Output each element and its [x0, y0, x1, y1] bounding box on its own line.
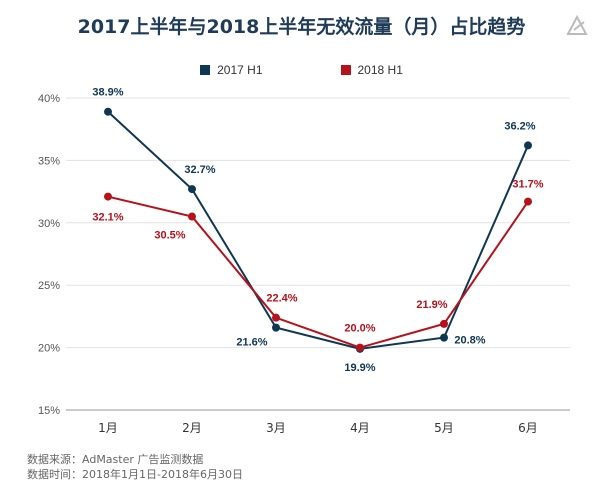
data-label-0-5: 36.2% [504, 120, 535, 132]
legend-item-2017: 2017 H1 [200, 63, 263, 77]
data-label-1-0: 32.1% [92, 212, 123, 224]
chart-legend: 2017 H1 2018 H1 [0, 63, 603, 77]
x-tick-label: 6月 [518, 421, 538, 435]
y-tick-label: 30% [38, 218, 60, 230]
legend-swatch-2018 [340, 65, 351, 75]
period-line: 数据时间：2018年1月1日-2018年6月30日 [27, 468, 243, 481]
x-tick-label: 4月 [350, 421, 370, 435]
data-point-1-0 [104, 192, 112, 201]
x-tick-label: 3月 [266, 421, 286, 435]
source-note: 数据来源：AdMaster 广告监测数据 数据时间：2018年1月1日-2018… [27, 452, 243, 482]
data-point-1-1 [188, 212, 196, 221]
data-label-1-1: 30.5% [154, 230, 185, 242]
data-point-1-4 [440, 319, 448, 328]
y-tick-label: 25% [38, 280, 60, 292]
data-label-1-5: 31.7% [512, 179, 543, 191]
y-tick-label: 15% [38, 405, 60, 417]
data-label-0-3: 19.9% [344, 362, 375, 374]
data-point-1-5 [524, 197, 532, 206]
x-tick-label: 5月 [434, 421, 454, 435]
data-label-0-0: 38.9% [92, 87, 123, 99]
brand-logo-icon [566, 14, 588, 35]
data-point-0-2 [272, 323, 280, 332]
source-line: 数据来源：AdMaster 广告监测数据 [27, 453, 204, 466]
x-tick-label: 1月 [98, 421, 118, 435]
legend-label-2017: 2017 H1 [217, 63, 263, 77]
data-label-1-4: 21.9% [416, 299, 447, 311]
data-label-0-2: 21.6% [236, 337, 267, 349]
data-point-0-5 [524, 141, 532, 150]
data-label-0-1: 32.7% [184, 164, 215, 176]
data-label-1-3: 20.0% [344, 323, 375, 335]
x-tick-label: 2月 [182, 421, 202, 435]
data-point-1-3 [356, 343, 364, 352]
y-tick-label: 35% [38, 155, 60, 167]
y-tick-label: 20% [38, 343, 60, 355]
legend-swatch-2017 [200, 65, 211, 75]
chart-title: 2017上半年与2018上半年无效流量（月）占比趋势 [77, 16, 526, 38]
data-label-1-2: 22.4% [266, 293, 297, 305]
data-point-1-2 [272, 313, 280, 322]
legend-label-2018: 2018 H1 [357, 63, 403, 77]
line-chart: 15% 20% 25% 30% 35% 40% 1月 2月 3月 4月 5月 6月 38.9% 32.7%… [38, 87, 570, 435]
data-point-0-1 [188, 185, 196, 194]
y-tick-label: 40% [38, 93, 60, 105]
legend-item-2018: 2018 H1 [340, 63, 403, 77]
series-line-1 [107, 195, 529, 349]
data-label-0-4: 20.8% [454, 335, 485, 347]
series-line-0 [107, 110, 529, 350]
data-point-0-4 [440, 333, 448, 342]
data-point-0-0 [104, 107, 112, 116]
